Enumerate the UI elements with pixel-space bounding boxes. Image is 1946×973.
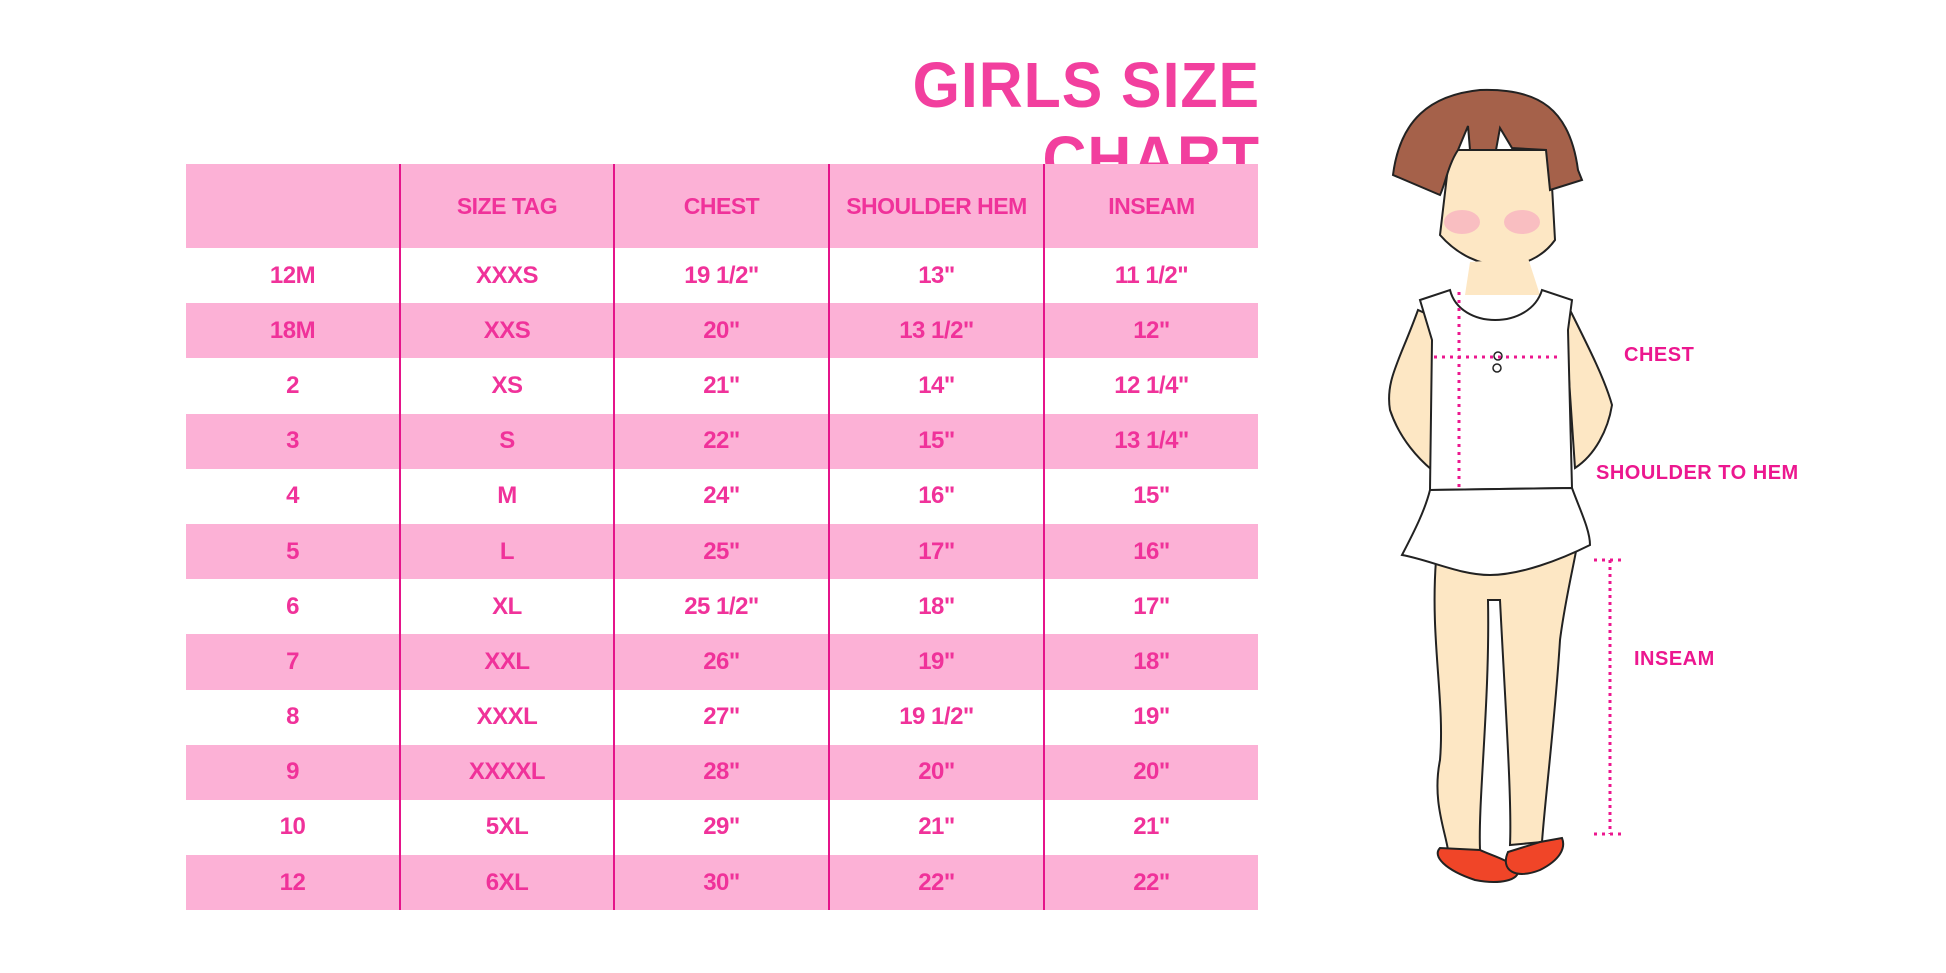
table-row: 2 XS 21" 14" 12 1/4" (186, 358, 1258, 414)
table-cell: XXXL (399, 689, 614, 745)
table-cell: 19" (828, 634, 1044, 690)
table-row: 9 XXXXL 28" 20" 20" (186, 744, 1258, 800)
table-cell: 6 (286, 592, 299, 620)
table-row: 3 S 22" 15" 13 1/4" (186, 413, 1258, 469)
column-header: SHOULDER HEM (828, 164, 1044, 248)
column-header: CHEST (613, 164, 829, 248)
table-cell: 20" (828, 744, 1044, 800)
right-arm (1563, 307, 1614, 470)
table-cell: 19" (1043, 689, 1258, 745)
table-cell: XL (399, 579, 614, 635)
table-cell: M (399, 468, 614, 524)
table-cell: L (399, 523, 614, 580)
column-header: SIZE TAG (399, 164, 614, 248)
dress-ruffle (1400, 486, 1592, 577)
table-cell: 5XL (399, 799, 614, 856)
table-cell: 10 (279, 813, 306, 841)
chest-label: CHEST (1624, 344, 1695, 366)
table-cell: 25" (613, 523, 829, 580)
table-cell: 19 1/2" (613, 248, 829, 304)
table-cell: 14" (828, 358, 1044, 414)
table-row: 8 XXXL 27" 19 1/2" 19" (186, 689, 1258, 745)
table-cell: 2 (286, 371, 299, 399)
table-cell: 20" (613, 303, 829, 359)
table-cell: 3 (186, 413, 400, 469)
table-cell: 28" (613, 744, 829, 800)
table-cell: XS (399, 358, 614, 414)
legs (1433, 538, 1580, 851)
table-cell: 29" (613, 799, 829, 856)
table-cell: 16" (828, 468, 1044, 524)
table-cell: 5 (186, 523, 400, 580)
table-cell: XXXXL (399, 744, 614, 800)
table-cell: 9 (186, 744, 400, 800)
table-cell: 19 1/2" (828, 689, 1044, 745)
table-cell: S (399, 413, 614, 469)
face (1438, 149, 1557, 267)
table-cell: 22" (1043, 855, 1258, 911)
table-cell: XXL (399, 634, 614, 690)
table-cell: 18M (186, 303, 400, 359)
table-cell: 21" (828, 799, 1044, 856)
left-arm (1388, 308, 1442, 473)
table-cell: 8 (286, 703, 299, 731)
column-header (186, 164, 400, 248)
table-cell: 16" (1043, 523, 1258, 580)
column-header: INSEAM (1043, 164, 1258, 248)
table-cell: 11 1/2" (1043, 248, 1258, 304)
table-row: 5 L 25" 17" 16" (186, 523, 1258, 580)
table-row: 4 M 24" 16" 15" (186, 468, 1258, 524)
table-cell: 4 (286, 482, 299, 510)
table-cell: 21" (1043, 799, 1258, 856)
table-cell: 18" (1043, 634, 1258, 690)
size-chart-table: SIZE TAG CHEST SHOULDER HEM INSEAM 12M XXXS 1… (186, 164, 1258, 911)
table-cell: 17" (1043, 579, 1258, 635)
left-shoe (1436, 846, 1520, 883)
table-cell: 20" (1043, 744, 1258, 800)
table-row: 12M XXXS 19 1/2" 13" 11 1/2" (186, 248, 1258, 304)
table-cell: 12 (186, 855, 400, 911)
table-row: 10 5XL 29" 21" 21" (186, 799, 1258, 856)
table-cell: 12" (1043, 303, 1258, 359)
hair (1391, 88, 1584, 197)
table-header-row: SIZE TAG CHEST SHOULDER HEM INSEAM (186, 164, 1258, 248)
table-cell: 13 1/4" (1043, 413, 1258, 469)
table-cell: 12 1/4" (1043, 358, 1258, 414)
table-cell: 12M (269, 261, 316, 289)
table-cell: 6XL (399, 855, 614, 911)
inseam-label: INSEAM (1634, 648, 1715, 670)
table-cell: 18" (828, 579, 1044, 635)
table-cell: 30" (613, 855, 829, 911)
shoulder-to-hem-label: SHOULDER TO HEM (1596, 462, 1799, 484)
table-row: 18M XXS 20" 13 1/2" 12" (186, 303, 1258, 359)
table-cell: 24" (613, 468, 829, 524)
dress (1418, 288, 1574, 492)
right-shoe (1504, 836, 1565, 875)
page-title: GIRLS SIZE CHART (912, 49, 1260, 195)
table-cell: 26" (613, 634, 829, 690)
table-row: 7 XXL 26" 19" 18" (186, 634, 1258, 690)
table-cell: 22" (828, 855, 1044, 911)
table-cell: 15" (828, 413, 1044, 469)
table-cell: 13 1/2" (828, 303, 1044, 359)
table-cell: 27" (613, 689, 829, 745)
table-row: 12 6XL 30" 22" 22" (186, 855, 1258, 911)
table-cell: 22" (613, 413, 829, 469)
table-cell: 25 1/2" (613, 579, 829, 635)
table-cell: XXXS (399, 248, 614, 304)
table-cell: XXS (399, 303, 614, 359)
table-cell: 7 (186, 634, 400, 690)
table-cell: 13" (828, 248, 1044, 304)
table-cell: 17" (828, 523, 1044, 580)
table-cell: 21" (613, 358, 829, 414)
table-row: 6 XL 25 1/2" 18" 17" (186, 579, 1258, 635)
table-cell: 15" (1043, 468, 1258, 524)
